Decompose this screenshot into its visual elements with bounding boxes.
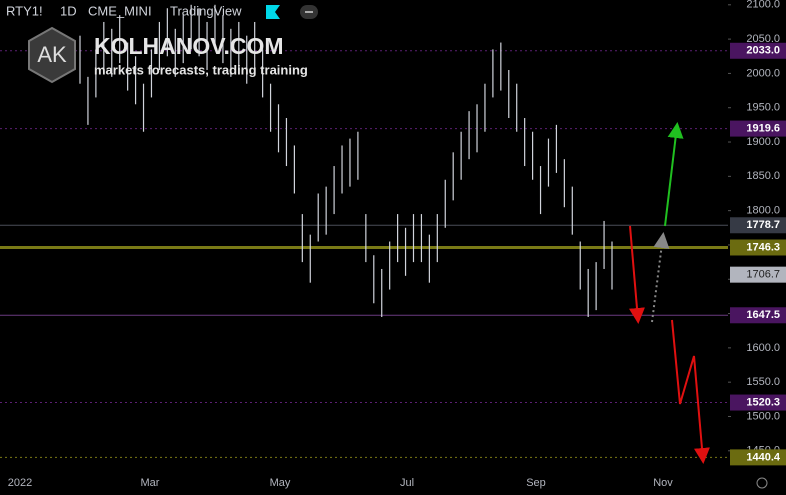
exchange: CME_MINI: [88, 3, 152, 18]
tagline: markets forecasts, trading training: [94, 62, 308, 77]
x-tick-label: Sep: [526, 477, 546, 489]
y-tick-label: 2100.0: [746, 0, 780, 11]
time-axis: 2022 Mar May Jul Sep Nov: [8, 477, 674, 489]
arrow-zigzag: [671, 319, 710, 464]
forecast-arrows: [629, 122, 710, 464]
x-tick-label: 2022: [8, 477, 32, 489]
arrow-up: [664, 122, 684, 227]
level-label: 2033.0: [746, 45, 780, 57]
symbol: RTY1!: [6, 3, 43, 18]
last-price-label: 1706.7: [746, 269, 780, 281]
y-tick-label: 1900.0: [746, 136, 780, 148]
price-axis: 1450.01500.01550.01600.01650.01700.01750…: [728, 0, 786, 495]
y-tick-label: 1950.0: [746, 102, 780, 114]
level-label: 1520.3: [746, 396, 780, 408]
level-tag: [730, 239, 786, 256]
y-tick-label: 1500.0: [746, 410, 780, 422]
level-tag: [730, 120, 786, 137]
y-tick-label: 2000.0: [746, 67, 780, 79]
price-bars: [79, 4, 613, 317]
level-label: 1919.6: [746, 122, 780, 134]
level-tag: [730, 449, 786, 466]
y-tick-label: 1550.0: [746, 376, 780, 388]
site-name: KOLHANOV.COM: [94, 33, 284, 59]
logo-text: AK: [37, 42, 67, 67]
level-tag: [730, 394, 786, 411]
last-price-tag: [730, 266, 786, 283]
source: TradingView: [170, 3, 242, 18]
level-label: 1778.7: [746, 219, 780, 231]
settings-icon[interactable]: [756, 477, 768, 489]
levels: [0, 50, 728, 458]
arrow-down: [629, 225, 645, 324]
flag-icon[interactable]: [266, 5, 280, 19]
watermark: AK KOLHANOV.COM markets forecasts, tradi…: [28, 26, 308, 84]
x-tick-label: Jul: [400, 477, 414, 489]
x-tick-label: Nov: [653, 477, 673, 489]
level-label: 1440.4: [746, 451, 781, 463]
x-tick-label: May: [270, 477, 291, 489]
y-tick-label: 2050.0: [746, 33, 780, 45]
header: RTY1! 1D CME_MINI TradingView: [6, 3, 318, 19]
y-tick-label: 1850.0: [746, 170, 780, 182]
logo-badge: [28, 26, 76, 84]
y-tick-label: 1600.0: [746, 342, 780, 354]
interval[interactable]: 1D: [60, 3, 77, 18]
level-tag: [730, 307, 786, 324]
level-label: 1746.3: [746, 241, 780, 253]
level-tag: [730, 217, 786, 234]
x-tick-label: Mar: [141, 477, 160, 489]
level-tag: [730, 42, 786, 59]
level-label: 1647.5: [746, 309, 780, 321]
y-tick-label: 1800.0: [746, 205, 780, 217]
